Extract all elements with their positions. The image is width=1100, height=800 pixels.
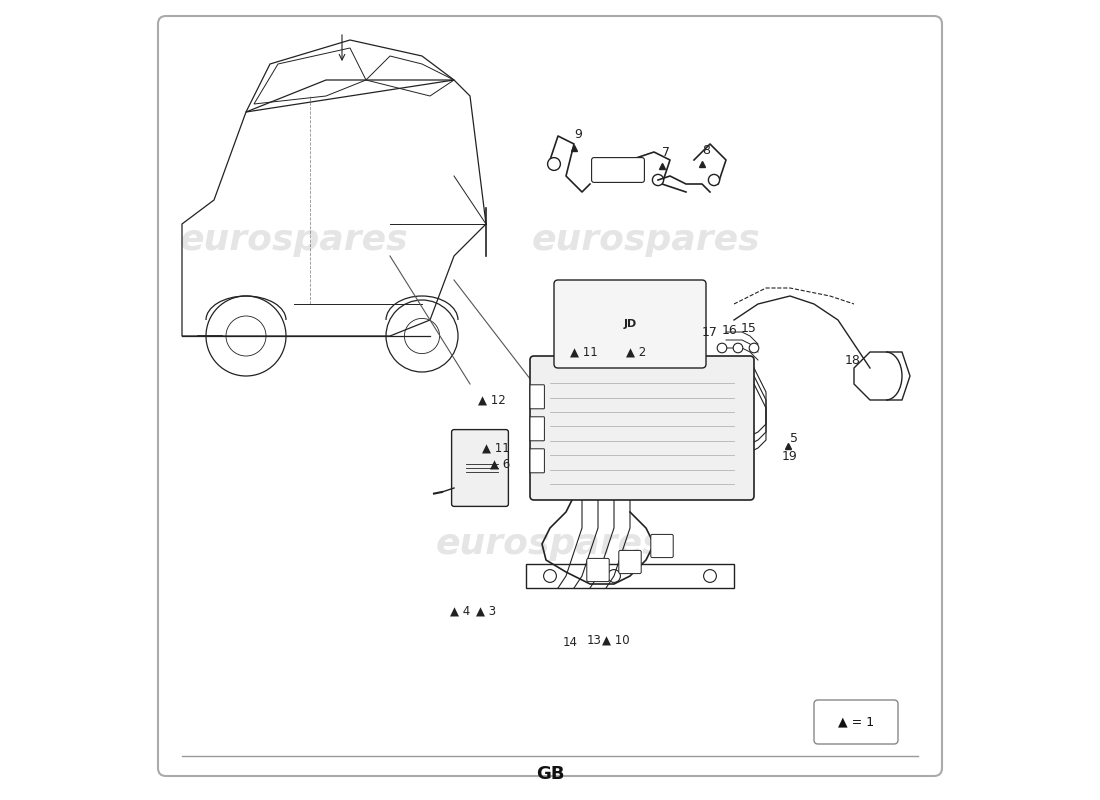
FancyBboxPatch shape bbox=[651, 534, 673, 558]
FancyBboxPatch shape bbox=[814, 700, 898, 744]
Text: 15: 15 bbox=[740, 322, 757, 335]
Text: ▲ 11: ▲ 11 bbox=[482, 442, 510, 455]
Circle shape bbox=[548, 158, 560, 170]
FancyBboxPatch shape bbox=[619, 550, 641, 574]
Circle shape bbox=[749, 343, 759, 353]
Text: ▲ = 1: ▲ = 1 bbox=[837, 715, 873, 728]
Text: JD: JD bbox=[624, 319, 637, 329]
FancyBboxPatch shape bbox=[592, 158, 645, 182]
Text: ▲ 4: ▲ 4 bbox=[450, 605, 470, 618]
Circle shape bbox=[652, 174, 663, 186]
FancyBboxPatch shape bbox=[158, 16, 942, 776]
Text: ▲ 12: ▲ 12 bbox=[478, 394, 506, 407]
Text: eurospares: eurospares bbox=[531, 223, 760, 257]
Circle shape bbox=[708, 174, 719, 186]
Text: 8: 8 bbox=[702, 143, 710, 157]
Text: 13: 13 bbox=[586, 634, 602, 647]
FancyBboxPatch shape bbox=[530, 449, 544, 473]
Text: ▲ 11: ▲ 11 bbox=[570, 346, 598, 359]
FancyBboxPatch shape bbox=[530, 417, 544, 441]
FancyBboxPatch shape bbox=[530, 385, 544, 409]
FancyBboxPatch shape bbox=[452, 430, 508, 506]
Text: 19: 19 bbox=[782, 450, 797, 463]
Text: ▲ 2: ▲ 2 bbox=[626, 346, 647, 359]
Text: GB: GB bbox=[536, 766, 564, 783]
Text: 7: 7 bbox=[662, 146, 670, 159]
FancyBboxPatch shape bbox=[586, 558, 609, 582]
FancyBboxPatch shape bbox=[530, 356, 754, 500]
Text: ▲ 6: ▲ 6 bbox=[490, 458, 510, 471]
Circle shape bbox=[734, 343, 742, 353]
Text: ▲ 3: ▲ 3 bbox=[476, 605, 496, 618]
Text: eurospares: eurospares bbox=[179, 223, 408, 257]
Text: 14: 14 bbox=[562, 637, 578, 650]
Text: 18: 18 bbox=[845, 354, 860, 367]
Text: 16: 16 bbox=[722, 325, 738, 338]
Text: eurospares: eurospares bbox=[436, 527, 664, 561]
Text: 17: 17 bbox=[702, 326, 718, 339]
Text: ▲ 10: ▲ 10 bbox=[602, 634, 629, 647]
Text: 9: 9 bbox=[574, 127, 582, 141]
Circle shape bbox=[717, 343, 727, 353]
FancyBboxPatch shape bbox=[554, 280, 706, 368]
Text: 5: 5 bbox=[790, 431, 798, 445]
